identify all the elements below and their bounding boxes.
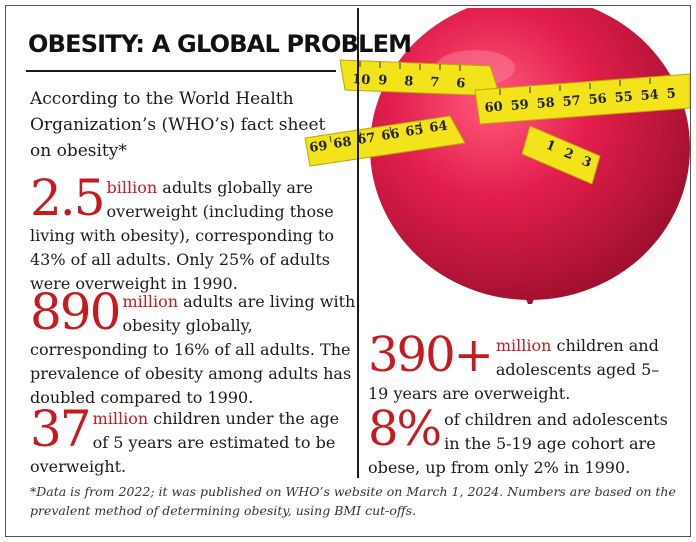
- tape-number-label: 65: [404, 123, 424, 140]
- footnote: *Data is from 2022; it was published on …: [30, 484, 676, 518]
- fact-children-adolescents-obese: 8% of children and adolescents in the 5-…: [368, 401, 668, 480]
- tape-number-label: 6: [456, 76, 466, 92]
- fact-adults-obesity: 890 million adults are living with obesit…: [30, 283, 360, 410]
- fact-unit: million: [122, 292, 179, 311]
- fact-unit: billion: [106, 178, 158, 197]
- intro-text: According to the World Health Organizati…: [30, 89, 326, 161]
- fact-children-under-5: 37 million children under the age of 5 ye…: [30, 400, 340, 479]
- tape-number-label: 64: [428, 119, 448, 136]
- tape-number-label: 5: [666, 86, 676, 102]
- fact-text: children under the age of 5 years are es…: [30, 409, 340, 476]
- fact-big-number: 37: [30, 400, 92, 458]
- tape-number-label: 7: [430, 75, 440, 91]
- fact-unit: million: [495, 336, 552, 355]
- tape-number-label: 8: [404, 74, 414, 90]
- fact-big-number: 8%: [368, 401, 442, 457]
- tape-number-label: 56: [588, 91, 607, 108]
- tape-number-label: 57: [562, 93, 581, 110]
- fact-unit: million: [92, 409, 149, 428]
- tape-number-label: 67: [356, 131, 376, 148]
- title-underline: [26, 70, 336, 72]
- tape-number-label: 9: [378, 73, 388, 89]
- infographic-frame: [5, 5, 691, 537]
- fact-children-adolescents-overweight: 390+ million children and adolescents age…: [368, 327, 668, 406]
- balloon-tape-illustration: 10 9 8 7 6 64 65 66 67 68 69 60 59 58 57 56 55 54 5 1 2 3: [300, 8, 690, 308]
- column-divider: [357, 8, 359, 478]
- fact-text: children and adolescents aged 5–19 years…: [368, 336, 660, 403]
- balloon-knot: [524, 294, 536, 304]
- fact-big-number: 890: [30, 283, 121, 341]
- fact-big-number: 390+: [368, 327, 494, 383]
- tape-number-label: 59: [510, 97, 529, 114]
- fact-text: of children and adolescents in the 5-19 …: [368, 410, 668, 477]
- tape-number-label: 60: [484, 99, 503, 116]
- measuring-tape-lower: [304, 115, 466, 167]
- page-title: OBESITY: A GLOBAL PROBLEM: [28, 30, 412, 58]
- tape-number-label: 10: [352, 72, 371, 88]
- measuring-tape-tail: [521, 125, 601, 185]
- tape-number-label: 54: [640, 87, 659, 104]
- fact-big-number: 2.5: [30, 169, 106, 227]
- tape-number-label: 66: [380, 127, 400, 144]
- fact-text: adults are living with obesity globally,…: [30, 292, 356, 407]
- tape-number-label: 55: [614, 89, 633, 106]
- measuring-tape-right: [474, 73, 690, 125]
- tape-number-label: 68: [332, 135, 352, 152]
- fact-text: adults globally are overweight (includin…: [30, 178, 335, 293]
- fact-adults-overweight: 2.5 billion adults globally are overweigh…: [30, 169, 350, 296]
- tape-number-label: 69: [308, 139, 328, 156]
- tape-number-label: 58: [536, 95, 555, 112]
